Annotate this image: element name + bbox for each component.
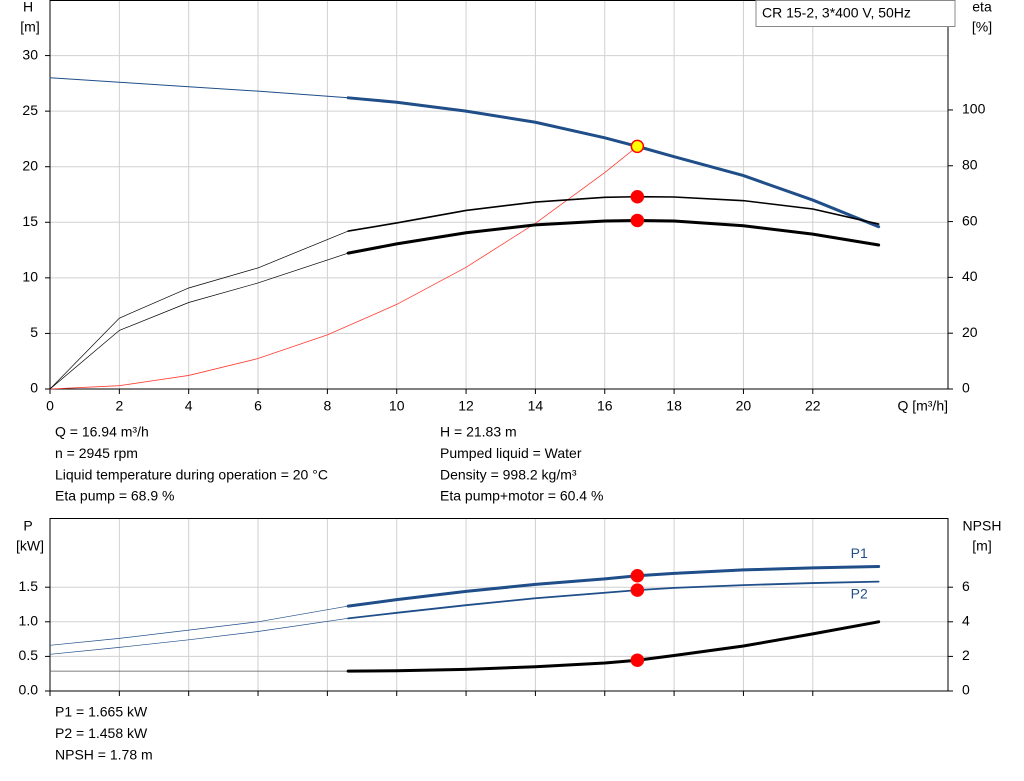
x-tick-label: 16: [597, 398, 613, 414]
curve: [346, 620, 881, 673]
y-tick-label: 10: [22, 269, 38, 285]
operating-point: [630, 653, 645, 667]
y2-tick-label: 2: [962, 647, 970, 663]
curve: [347, 195, 880, 232]
operating-point: [630, 189, 645, 204]
info-text: Eta pump = 68.9 %: [55, 488, 174, 504]
y2-tick-label: 40: [962, 268, 978, 284]
y-tick-label: 0.5: [19, 647, 39, 663]
chart-title: CR 15-2, 3*400 V, 50Hz: [762, 5, 911, 21]
info-text: Pumped liquid = Water: [440, 445, 582, 461]
y-axis-label: [kW]: [16, 538, 44, 554]
info-text: P1 = 1.665 kW: [55, 704, 148, 720]
x-tick-label: 4: [185, 398, 193, 414]
x-tick-label: 0: [46, 398, 54, 414]
info-text: Liquid temperature during operation = 20…: [55, 466, 328, 482]
operating-point: [630, 569, 645, 583]
info-text: H = 21.83 m: [440, 424, 517, 440]
y-axis-label: H: [23, 0, 33, 15]
operating-point: [630, 583, 645, 597]
y2-axis-label: eta: [972, 0, 992, 15]
info-text: NPSH = 1.78 m: [55, 746, 153, 762]
curve: [346, 218, 881, 255]
curve: [346, 564, 881, 608]
operating-point: [630, 213, 645, 228]
curve: [346, 96, 881, 229]
y-tick-label: 25: [22, 102, 38, 118]
operating-point: [630, 139, 645, 154]
y2-tick-label: 0: [962, 682, 970, 698]
x-tick-label: 10: [389, 398, 405, 414]
y-tick-label: 0: [30, 380, 38, 396]
x-tick-label: 14: [528, 398, 544, 414]
y-axis-label: P: [23, 518, 32, 534]
y2-axis-label: [%]: [972, 19, 992, 35]
y2-axis-label: [m]: [972, 538, 991, 554]
y-tick-label: 0.0: [19, 682, 39, 698]
y-tick-label: 5: [30, 324, 38, 340]
y-tick-label: 1.0: [19, 613, 39, 629]
y2-tick-label: 60: [962, 212, 978, 228]
info-text: Eta pump+motor = 60.4 %: [440, 488, 603, 504]
y2-tick-label: 0: [962, 380, 970, 396]
series-label: P1: [851, 545, 868, 561]
series-label: P2: [851, 585, 868, 601]
y2-tick-label: 4: [962, 613, 970, 629]
y-tick-label: 30: [22, 46, 38, 62]
info-text: P2 = 1.458 kW: [55, 725, 148, 741]
x-tick-label: 20: [736, 398, 752, 414]
x-axis-label: Q [m³/h]: [897, 398, 948, 414]
curve: [49, 230, 349, 390]
y-tick-label: 15: [22, 213, 38, 229]
info-text: n = 2945 rpm: [55, 445, 138, 461]
curve: [49, 252, 349, 390]
curve: [49, 605, 349, 646]
info-text: Density = 998.2 kg/m³: [440, 466, 577, 482]
x-tick-label: 12: [458, 398, 474, 414]
x-tick-label: 8: [323, 398, 331, 414]
y2-tick-label: 80: [962, 156, 978, 172]
plot-frame: [49, 0, 949, 390]
y2-tick-label: 20: [962, 324, 978, 340]
y-tick-label: 20: [22, 157, 38, 173]
x-tick-label: 18: [666, 398, 682, 414]
y2-tick-label: 100: [962, 101, 986, 117]
y2-tick-label: 6: [962, 578, 970, 594]
x-tick-label: 6: [254, 398, 262, 414]
curve: [347, 580, 880, 620]
y2-axis-label: NPSH: [963, 518, 1002, 534]
x-tick-label: 2: [115, 398, 123, 414]
y-tick-label: 1.5: [19, 578, 39, 594]
info-text: Q = 16.94 m³/h: [55, 424, 149, 440]
plot-frame: [49, 518, 949, 692]
curve: [49, 617, 349, 655]
x-tick-label: 22: [805, 398, 821, 414]
curve: [49, 145, 638, 390]
curve: [49, 77, 349, 99]
y-axis-label: [m]: [20, 19, 39, 35]
title-box: [755, 0, 956, 27]
